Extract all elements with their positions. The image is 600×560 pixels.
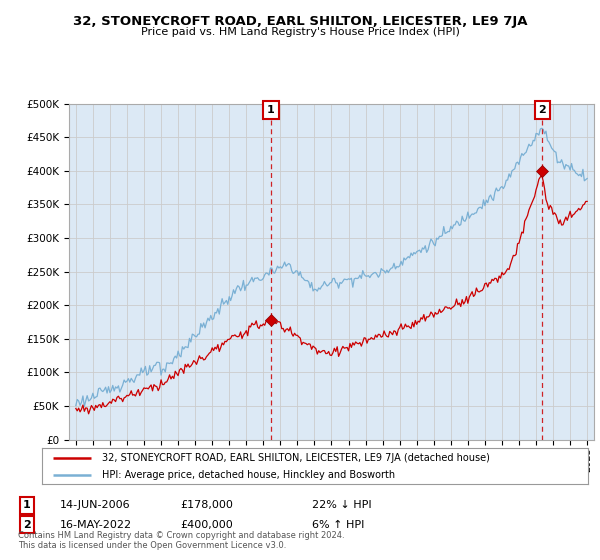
Text: 14-JUN-2006: 14-JUN-2006 (60, 500, 131, 510)
Text: 16-MAY-2022: 16-MAY-2022 (60, 520, 132, 530)
Text: 22% ↓ HPI: 22% ↓ HPI (312, 500, 371, 510)
Text: 32, STONEYCROFT ROAD, EARL SHILTON, LEICESTER, LE9 7JA: 32, STONEYCROFT ROAD, EARL SHILTON, LEIC… (73, 15, 527, 28)
Text: Price paid vs. HM Land Registry's House Price Index (HPI): Price paid vs. HM Land Registry's House … (140, 27, 460, 37)
Text: £400,000: £400,000 (180, 520, 233, 530)
Text: HPI: Average price, detached house, Hinckley and Bosworth: HPI: Average price, detached house, Hinc… (102, 470, 395, 479)
Text: £178,000: £178,000 (180, 500, 233, 510)
Text: 1: 1 (267, 105, 275, 115)
Text: 1: 1 (23, 500, 31, 510)
Text: 6% ↑ HPI: 6% ↑ HPI (312, 520, 364, 530)
Text: 2: 2 (538, 105, 546, 115)
Text: Contains HM Land Registry data © Crown copyright and database right 2024.
This d: Contains HM Land Registry data © Crown c… (18, 530, 344, 550)
Text: 2: 2 (23, 520, 31, 530)
Text: 32, STONEYCROFT ROAD, EARL SHILTON, LEICESTER, LE9 7JA (detached house): 32, STONEYCROFT ROAD, EARL SHILTON, LEIC… (102, 453, 490, 463)
